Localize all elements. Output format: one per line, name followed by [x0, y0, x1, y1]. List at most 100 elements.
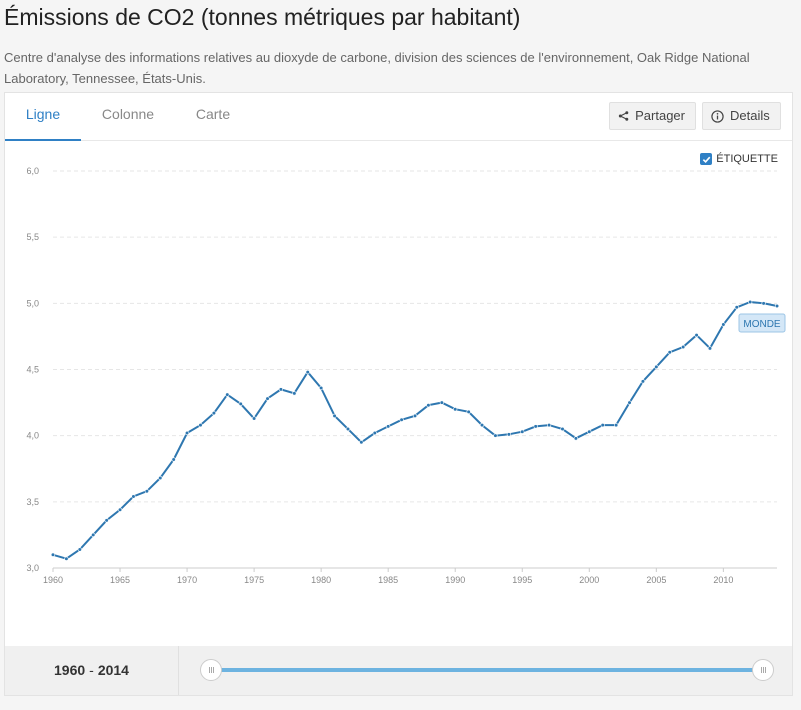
data-point [734, 305, 739, 310]
label-checkbox[interactable] [700, 153, 713, 165]
tab-carte[interactable]: Carte [195, 106, 231, 122]
data-point [238, 401, 243, 407]
x-tick-label: 1965 [110, 575, 130, 585]
data-point [493, 433, 498, 438]
x-tick-label: 1970 [177, 575, 197, 585]
x-tick-label: 2000 [579, 575, 599, 585]
x-tick-label: 2005 [646, 575, 666, 585]
tab-colonne[interactable]: Colonne [101, 106, 155, 122]
data-point [359, 440, 364, 445]
y-tick-label: 3,0 [26, 563, 39, 573]
data-point [560, 426, 565, 432]
data-point [640, 379, 646, 384]
x-tick-label: 2010 [713, 575, 733, 585]
share-button[interactable]: Partager [609, 102, 696, 130]
data-point [117, 507, 123, 512]
data-point [654, 364, 659, 369]
data-point [426, 403, 431, 408]
data-point [184, 430, 190, 436]
data-point [158, 475, 163, 481]
data-point [466, 409, 471, 414]
series-line [52, 300, 778, 560]
data-point [600, 422, 605, 428]
data-point [319, 385, 324, 391]
x-tick-label: 1975 [244, 575, 264, 585]
x-tick-label: 1995 [512, 575, 532, 585]
details-button[interactable]: Details [702, 102, 781, 130]
label-toggle-text: ÉTIQUETTE [716, 153, 778, 165]
data-point [453, 407, 458, 412]
range-start: 1960 [54, 662, 86, 678]
data-point [694, 332, 699, 338]
data-point [681, 344, 686, 350]
y-tick-label: 3,5 [26, 497, 39, 507]
data-point [399, 417, 404, 422]
data-point [412, 413, 418, 418]
y-tick-label: 4,0 [26, 431, 39, 441]
data-point [50, 552, 56, 557]
data-point [721, 322, 726, 327]
source-text: Centre d'analyse des informations relati… [4, 50, 750, 86]
range-separator: - [89, 662, 94, 678]
series-label-box [738, 313, 786, 333]
label-toggle[interactable]: ÉTIQUETTE [700, 153, 778, 165]
data-point [144, 489, 149, 494]
data-point [252, 416, 257, 421]
y-tick-label: 4,5 [26, 365, 39, 375]
data-point [91, 532, 96, 538]
data-point [332, 413, 337, 418]
data-point [506, 432, 511, 437]
data-point [104, 518, 109, 523]
data-point [171, 457, 176, 462]
x-tick-label: 1990 [445, 575, 465, 585]
range-slider-track[interactable] [212, 668, 762, 672]
data-point [707, 346, 713, 351]
data-point [627, 400, 632, 405]
details-label: Details [730, 108, 770, 123]
data-point [211, 411, 216, 416]
data-point [748, 299, 753, 305]
data-point [520, 429, 525, 434]
data-point [372, 430, 377, 436]
range-slider-start-handle[interactable] [200, 659, 222, 681]
share-icon [618, 111, 629, 121]
page-title: Émissions de CO2 (tonnes métriques par h… [4, 4, 521, 30]
data-point [546, 422, 552, 428]
data-point [292, 391, 297, 396]
data-point [225, 392, 230, 397]
data-point [479, 422, 485, 428]
info-icon [711, 109, 724, 123]
data-point [198, 422, 203, 428]
data-point [439, 400, 444, 405]
tab-ligne[interactable]: Ligne [5, 93, 81, 141]
data-point [573, 436, 578, 441]
data-point [533, 424, 538, 429]
range-footer: 1960-2014 [4, 646, 793, 696]
y-tick-label: 6,0 [26, 166, 39, 176]
data-point [278, 387, 284, 392]
range-slider-end-handle[interactable] [752, 659, 774, 681]
y-tick-label: 5,0 [26, 298, 39, 308]
share-label: Partager [635, 108, 685, 123]
data-point [305, 370, 310, 375]
data-point [131, 494, 136, 499]
series-label: MONDE [743, 319, 781, 330]
data-point [587, 429, 592, 434]
x-tick-label: 1985 [378, 575, 398, 585]
data-point [614, 422, 619, 428]
x-tick-label: 1980 [311, 575, 331, 585]
data-point [386, 424, 391, 429]
line-chart: 3,0 3,5 4,0 4,5 5,0 5,5 6,0 1960 1965 1970 1975 198… [26, 166, 786, 585]
range-display: 1960-2014 [5, 646, 179, 695]
data-point [345, 426, 351, 432]
data-point [265, 396, 270, 401]
data-point [774, 303, 780, 309]
x-tick-label: 1960 [43, 575, 63, 585]
data-point [64, 556, 69, 561]
chart-card: Ligne Colonne Carte Partager Details 3,0… [4, 92, 793, 647]
range-end: 2014 [97, 662, 129, 678]
data-point [77, 547, 82, 552]
data-point [667, 350, 672, 355]
chart-tabs: Ligne Colonne Carte Partager Details [5, 93, 792, 141]
y-tick-label: 5,5 [26, 232, 39, 242]
